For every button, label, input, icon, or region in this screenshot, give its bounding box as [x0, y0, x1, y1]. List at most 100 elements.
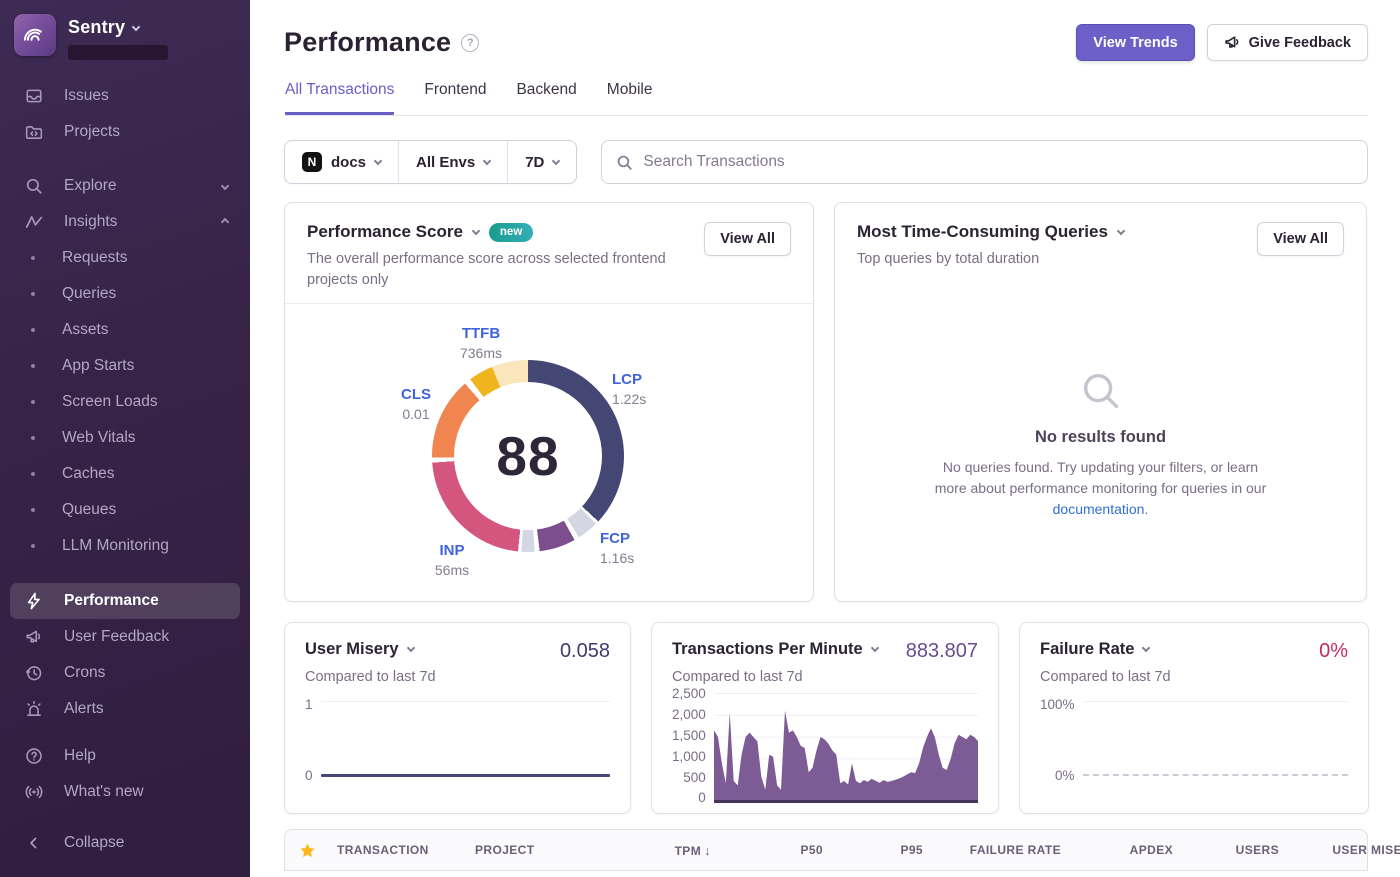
- project-filter[interactable]: N docs: [285, 141, 398, 183]
- main-content: Performance ? View Trends Give Feedback …: [250, 0, 1400, 877]
- bullet-icon: [31, 508, 35, 512]
- sidebar-item-assets[interactable]: Assets: [0, 312, 250, 348]
- y-axis-tick: 1,500: [672, 727, 706, 743]
- sidebar-item-screen-loads[interactable]: Screen Loads: [0, 384, 250, 420]
- vital-value: 1.22s: [612, 390, 647, 407]
- y-axis-labels: 2,500 2,000 1,500 1,000 500 0: [672, 687, 706, 805]
- chevron-down-icon: [373, 156, 383, 165]
- org-subtitle-block: [68, 45, 168, 60]
- card-title-label: Failure Rate: [1040, 640, 1135, 658]
- insights-icon: [24, 213, 44, 231]
- user-misery-title[interactable]: User Misery: [305, 640, 415, 659]
- bullet-icon: [31, 292, 35, 296]
- queries-view-all-button[interactable]: View All: [1257, 222, 1344, 256]
- failure-rate-chart[interactable]: [1082, 701, 1348, 779]
- column-header-project[interactable]: PROJECT: [475, 843, 535, 857]
- tab-all-transactions[interactable]: All Transactions: [285, 81, 395, 115]
- sidebar-item-web-vitals[interactable]: Web Vitals: [0, 420, 250, 456]
- sidebar-item-label: Explore: [64, 177, 117, 194]
- vital-label-ttfb[interactable]: TTFB 736ms: [445, 324, 517, 362]
- transactions-table-header: TRANSACTION PROJECT TPM ↓ P50 P95 FAILURE…: [284, 829, 1400, 871]
- vital-label-lcp[interactable]: LCP 1.22s: [612, 370, 646, 408]
- sidebar-item-label: What's new: [64, 783, 144, 800]
- sidebar-item-app-starts[interactable]: App Starts: [0, 348, 250, 384]
- sidebar-item-queries[interactable]: Queries: [0, 276, 250, 312]
- sidebar-item-help[interactable]: Help: [0, 738, 250, 774]
- sidebar-item-alerts[interactable]: Alerts: [0, 691, 250, 727]
- sidebar-item-explore[interactable]: Explore: [0, 168, 250, 204]
- sidebar-item-llm-monitoring[interactable]: LLM Monitoring: [0, 528, 250, 564]
- sidebar-item-issues[interactable]: Issues: [0, 78, 250, 114]
- sidebar-item-label: Queries: [62, 285, 117, 302]
- documentation-link[interactable]: documentation: [1052, 501, 1145, 518]
- y-axis-max: 100%: [1040, 697, 1075, 712]
- give-feedback-button[interactable]: Give Feedback: [1206, 24, 1368, 61]
- sidebar-item-whats-new[interactable]: What's new: [0, 774, 250, 810]
- environment-filter-value: All Envs: [416, 153, 476, 171]
- sidebar-item-label: Web Vitals: [62, 429, 136, 446]
- tpm-subtitle: Compared to last 7d: [672, 669, 803, 685]
- view-trends-button[interactable]: View Trends: [1076, 24, 1195, 61]
- tab-backend[interactable]: Backend: [516, 81, 577, 98]
- environment-filter[interactable]: All Envs: [398, 141, 507, 183]
- sidebar-collapse-button[interactable]: Collapse: [0, 825, 250, 861]
- sentry-logo: [14, 14, 56, 56]
- column-header-transaction[interactable]: TRANSACTION: [337, 843, 429, 857]
- column-header-failure-rate[interactable]: FAILURE RATE: [969, 843, 1061, 857]
- bullet-icon: [31, 364, 35, 368]
- sidebar-item-insights[interactable]: Insights: [0, 204, 250, 240]
- column-header-apdex[interactable]: APDEX: [1129, 843, 1173, 857]
- clock-icon: [24, 664, 44, 682]
- tpm-chart[interactable]: [713, 693, 978, 803]
- vital-label-inp[interactable]: INP 56ms: [417, 541, 487, 579]
- sidebar-item-label: Caches: [62, 465, 115, 482]
- y-axis-labels: 100% 0%: [1040, 697, 1075, 783]
- sidebar-item-projects[interactable]: Projects: [0, 114, 250, 150]
- tab-frontend[interactable]: Frontend: [424, 81, 487, 98]
- sidebar-item-performance[interactable]: Performance: [10, 583, 240, 619]
- failure-rate-title[interactable]: Failure Rate: [1040, 640, 1151, 659]
- help-icon: [24, 747, 44, 765]
- chevron-down-icon: [1116, 226, 1126, 235]
- broadcast-icon: [24, 783, 44, 801]
- org-name: Sentry: [68, 17, 126, 37]
- performance-score-view-all-button[interactable]: View All: [704, 222, 791, 256]
- vital-value: 1.16s: [600, 549, 635, 566]
- column-header-tpm[interactable]: TPM ↓: [605, 843, 711, 858]
- failure-rate-subtitle: Compared to last 7d: [1040, 669, 1171, 685]
- user-misery-chart[interactable]: [320, 701, 610, 779]
- sidebar-item-requests[interactable]: Requests: [0, 240, 250, 276]
- performance-score-title[interactable]: Performance Score: [307, 222, 481, 242]
- user-misery-subtitle: Compared to last 7d: [305, 669, 436, 685]
- column-header-users[interactable]: USERS: [1235, 843, 1279, 857]
- help-tooltip-icon[interactable]: ?: [461, 33, 480, 52]
- web-vitals-ring[interactable]: 88: [432, 360, 624, 553]
- starred-column-icon[interactable]: [299, 842, 337, 859]
- sidebar-item-crons[interactable]: Crons: [0, 655, 250, 691]
- sidebar-item-label: Crons: [64, 664, 106, 681]
- sidebar-item-label: Collapse: [64, 834, 125, 851]
- empty-state-text: .: [1144, 501, 1149, 518]
- column-header-p95[interactable]: P95: [900, 843, 923, 857]
- sidebar-item-label: Help: [64, 747, 96, 764]
- queries-panel-title[interactable]: Most Time-Consuming Queries: [857, 222, 1126, 242]
- tab-mobile[interactable]: Mobile: [606, 81, 653, 98]
- sidebar-item-user-feedback[interactable]: User Feedback: [0, 619, 250, 655]
- date-range-filter[interactable]: 7D: [507, 141, 576, 183]
- chevron-down-icon: [406, 643, 415, 653]
- vital-label-cls[interactable]: CLS 0.01: [381, 385, 451, 423]
- column-header-p50[interactable]: P50: [800, 843, 823, 857]
- org-switcher[interactable]: Sentry: [0, 14, 250, 60]
- sentry-logo-icon: [23, 28, 42, 41]
- chevron-down-icon: [482, 156, 492, 165]
- tpm-title[interactable]: Transactions Per Minute: [672, 640, 879, 659]
- sidebar-item-caches[interactable]: Caches: [0, 456, 250, 492]
- vital-name: FCP: [600, 530, 630, 548]
- search-transactions-input[interactable]: [643, 153, 1353, 171]
- search-icon: [24, 177, 44, 195]
- vital-label-fcp[interactable]: FCP 1.16s: [600, 529, 634, 567]
- page-header: Performance ? View Trends Give Feedback …: [250, 0, 1400, 116]
- column-header-user-misery[interactable]: USER MISERY: [1332, 843, 1400, 857]
- bullet-icon: [31, 544, 35, 548]
- sidebar-item-queues[interactable]: Queues: [0, 492, 250, 528]
